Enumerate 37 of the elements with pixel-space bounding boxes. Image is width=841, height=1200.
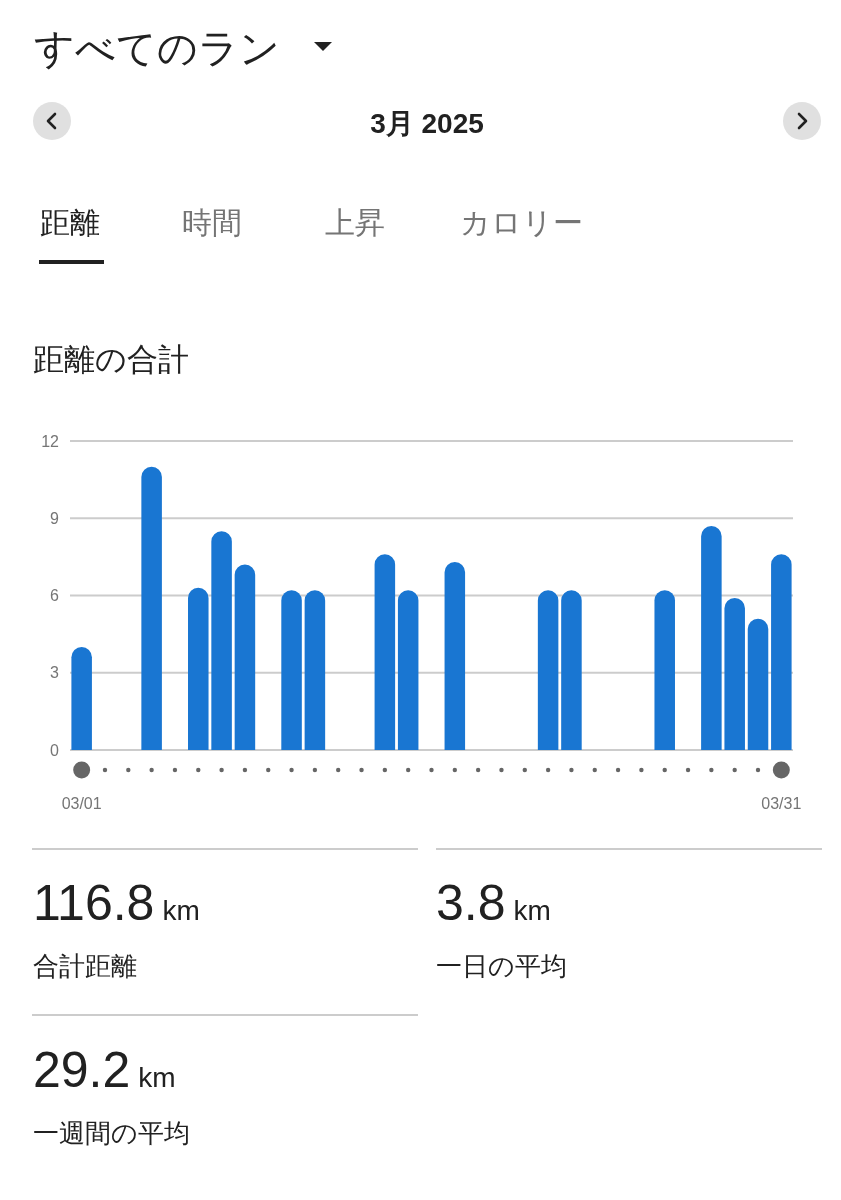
chart-title: 距離の合計 — [33, 342, 189, 377]
text: 3月 2025 — [370, 108, 484, 139]
text: カロリー — [460, 206, 583, 239]
text: すべてのラン — [34, 26, 280, 70]
bar — [234, 564, 256, 750]
text: 一週間の平均 — [33, 1118, 190, 1148]
text: 3.8 km — [436, 875, 551, 931]
bar — [747, 618, 769, 750]
text: 29.2 km — [33, 1042, 176, 1098]
bar — [701, 525, 722, 750]
bar — [374, 554, 396, 750]
bar — [561, 590, 582, 750]
bar — [397, 590, 419, 750]
bar — [188, 587, 209, 750]
y-tick-label: 9 — [50, 509, 60, 527]
bar — [537, 590, 559, 750]
bar — [71, 647, 92, 750]
text: 時間 — [182, 206, 242, 239]
bar — [304, 590, 326, 750]
x-tick-label: 03/31 — [761, 795, 802, 812]
y-tick-label: 12 — [41, 432, 60, 450]
text: 一日の平均 — [436, 951, 567, 981]
x-tick-label: 03/01 — [61, 795, 102, 812]
text: 合計距離 — [33, 951, 137, 981]
bar — [281, 590, 302, 750]
y-tick-label: 3 — [50, 664, 60, 682]
text: 上昇 — [325, 206, 385, 239]
y-tick-label: 6 — [50, 587, 60, 605]
bar — [444, 562, 466, 750]
bar — [211, 531, 232, 750]
text: 116.8 km — [33, 875, 200, 931]
bar — [654, 590, 675, 750]
bar — [141, 466, 162, 750]
y-tick-label: 0 — [50, 741, 60, 759]
bar — [724, 598, 745, 750]
bar — [771, 554, 792, 750]
text: 距離 — [40, 206, 100, 239]
